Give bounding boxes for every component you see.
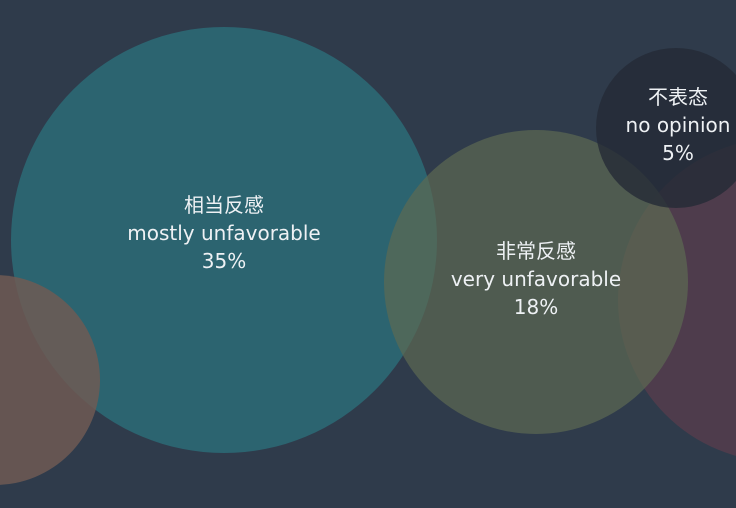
bubble-0 (0, 275, 100, 485)
bubble-3 (596, 48, 736, 208)
bubble-1 (11, 27, 437, 453)
bubble-value-3: 5% (662, 141, 694, 165)
bubble-label-zh-2: 非常反感 (496, 239, 576, 263)
bubble-label-en-1: mostly unfavorable (127, 221, 321, 245)
bubble-2 (384, 130, 688, 434)
bubble-label-zh-3: 不表态 (648, 85, 708, 109)
bubble-label-zh-1: 相当反感 (184, 193, 264, 217)
bubble-value-2: 18% (514, 295, 558, 319)
bubble-label-en-2: very unfavorable (451, 267, 621, 291)
bubble-label-en-3: no opinion (626, 113, 731, 137)
bubble-value-1: 35% (202, 249, 246, 273)
